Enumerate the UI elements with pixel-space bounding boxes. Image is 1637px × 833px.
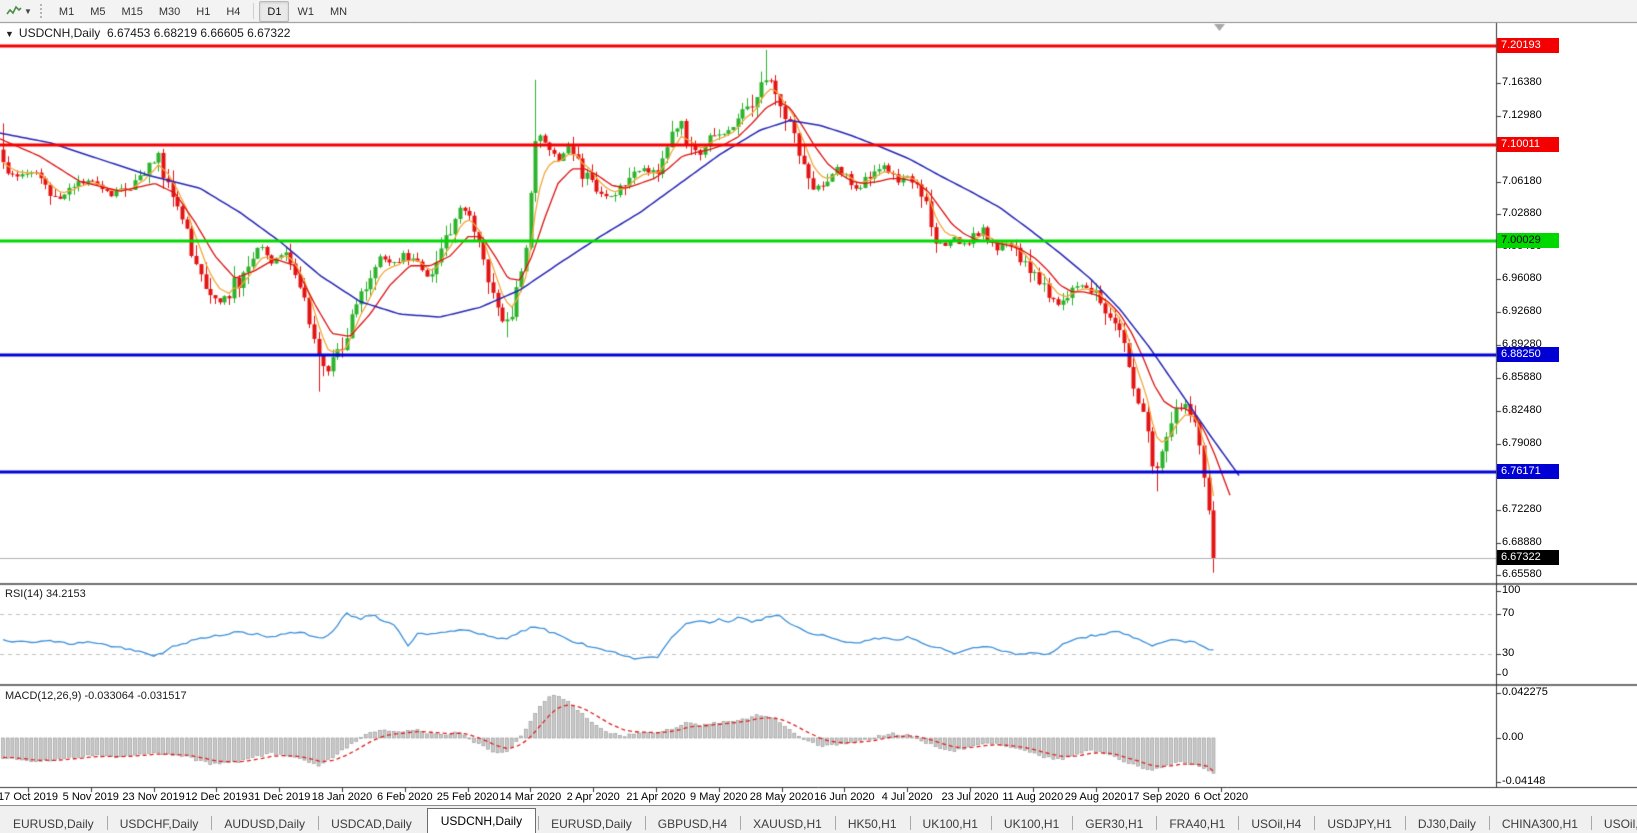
chart-tabs-bar: EURUSD,Daily USDCHF,Daily AUDUSD,Daily USDC… — [0, 805, 1637, 833]
rsi-axis-tick[interactable]: 70 — [1502, 607, 1515, 619]
date-axis-label[interactable]: 29 Aug 2020 — [1064, 791, 1127, 803]
chart-tab-UK100-H1[interactable]: UK100,H1 — [909, 813, 991, 833]
chart-tab-XAUUSD-H1[interactable]: XAUUSD,H1 — [740, 813, 835, 833]
chart-tab-GBPUSD-H4[interactable]: GBPUSD,H4 — [644, 813, 740, 833]
price-axis-tick[interactable]: 7.16380 — [1502, 76, 1542, 88]
price-axis-tick[interactable]: 6.85880 — [1502, 371, 1542, 383]
chart-tab-CHINA300-H1[interactable]: CHINA300,H1 — [1488, 813, 1591, 833]
symbol-dropdown-triangle[interactable]: ▼ — [5, 29, 14, 39]
price-axis-tick[interactable]: 7.12980 — [1502, 109, 1542, 121]
price-axis-tick[interactable]: 7.06180 — [1502, 175, 1542, 187]
price-axis-tick[interactable]: 6.65580 — [1502, 568, 1542, 580]
date-axis-label[interactable]: 23 Jul 2020 — [941, 791, 999, 803]
price-axis-tick[interactable]: 6.79080 — [1502, 437, 1542, 449]
chart-tab-USDJPY-H1[interactable]: USDJPY,H1 — [1314, 813, 1404, 833]
chart-symbol: USDCNH,Daily — [18, 26, 101, 40]
level-price-label: 6.76171 — [1497, 464, 1559, 479]
date-axis-label[interactable]: 31 Dec 2019 — [247, 791, 311, 803]
level-price-label: 7.00029 — [1497, 233, 1559, 248]
date-axis-label[interactable]: 2 Apr 2020 — [566, 791, 620, 803]
chart-tab-EURUSD-Daily[interactable]: EURUSD,Daily — [13, 816, 94, 831]
date-axis-label[interactable]: 9 May 2020 — [690, 791, 748, 803]
chart-tab-EURUSD-Daily[interactable]: EURUSD,Daily — [538, 813, 645, 833]
date-axis-label[interactable]: 25 Feb 2020 — [436, 791, 499, 803]
date-axis-label[interactable]: 18 Jan 2020 — [311, 791, 373, 803]
price-axis-tick[interactable]: 7.02880 — [1502, 207, 1542, 219]
chart-tab-USOil-H4[interactable]: USOil,H4 — [1238, 813, 1314, 833]
chart-title: ▼ USDCNH,Daily 6.67453 6.68219 6.66605 6.… — [5, 26, 290, 40]
date-axis-label[interactable]: 17 Oct 2019 — [0, 791, 58, 803]
price-axis-tick[interactable]: 6.92680 — [1502, 305, 1542, 317]
chart-tab-USOil-H1[interactable]: USOil,H1 — [1590, 813, 1637, 833]
rsi-axis-tick[interactable]: 30 — [1502, 647, 1515, 659]
chart-tab-DJ30-Daily[interactable]: DJ30,Daily — [1404, 813, 1489, 833]
chart-ohlc-values: 6.67453 6.68219 6.66605 6.67322 — [106, 26, 291, 40]
macd-axis-tick[interactable]: -0.04148 — [1502, 775, 1546, 787]
rsi-label: RSI(14) 34.2153 — [5, 588, 86, 600]
level-price-label: 7.20193 — [1497, 38, 1559, 53]
rsi-axis-tick[interactable]: 100 — [1502, 584, 1521, 596]
date-axis-label[interactable]: 23 Nov 2019 — [122, 791, 185, 803]
chart-tab-UK100-H1[interactable]: UK100,H1 — [990, 813, 1072, 833]
chart-tab-USDCAD-Daily[interactable]: USDCAD,Daily — [318, 813, 425, 833]
chart-tab-HK50-H1[interactable]: HK50,H1 — [834, 813, 910, 833]
macd-axis-tick[interactable]: 0.042275 — [1502, 686, 1548, 698]
price-axis-tick[interactable]: 6.82480 — [1502, 404, 1542, 416]
chart-tab-FRA40-H1[interactable]: FRA40,H1 — [1156, 813, 1238, 833]
date-axis-label[interactable]: 17 Sep 2020 — [1127, 791, 1190, 803]
date-axis-label[interactable]: 28 May 2020 — [749, 791, 814, 803]
level-price-label: 7.10011 — [1497, 137, 1559, 152]
price-axis-tick[interactable]: 6.72280 — [1502, 503, 1542, 515]
price-axis-tick[interactable]: 6.96080 — [1502, 272, 1542, 284]
chart-tab-AUDUSD-Daily[interactable]: AUDUSD,Daily — [211, 813, 318, 833]
date-axis-label[interactable]: 5 Nov 2019 — [62, 791, 119, 803]
date-axis-label[interactable]: 21 Apr 2020 — [626, 791, 686, 803]
date-axis-label[interactable]: 14 Mar 2020 — [499, 791, 562, 803]
price-axis-tick[interactable]: 6.68880 — [1502, 536, 1542, 548]
macd-axis-tick[interactable]: 0.00 — [1502, 731, 1524, 743]
date-axis-label[interactable]: 12 Dec 2019 — [185, 791, 248, 803]
date-axis-label[interactable]: 6 Feb 2020 — [376, 791, 433, 803]
date-axis-label[interactable]: 16 Jun 2020 — [814, 791, 875, 803]
chart-tab-USDCHF-Daily[interactable]: USDCHF,Daily — [106, 813, 212, 833]
rsi-axis-tick[interactable]: 0 — [1502, 667, 1509, 679]
date-axis-label[interactable]: 4 Jul 2020 — [881, 791, 933, 803]
level-price-label: 6.88250 — [1497, 347, 1559, 362]
date-axis-label[interactable]: 11 Aug 2020 — [1002, 791, 1064, 803]
macd-label: MACD(12,26,9) -0.033064 -0.031517 — [5, 690, 187, 702]
date-axis-label[interactable]: 6 Oct 2020 — [1194, 791, 1249, 803]
current-price-label: 6.67322 — [1497, 550, 1559, 565]
chart-tab-USDCNH-Daily[interactable]: USDCNH,Daily — [426, 808, 537, 833]
chart-tab-GER30-H1[interactable]: GER30,H1 — [1072, 813, 1156, 833]
